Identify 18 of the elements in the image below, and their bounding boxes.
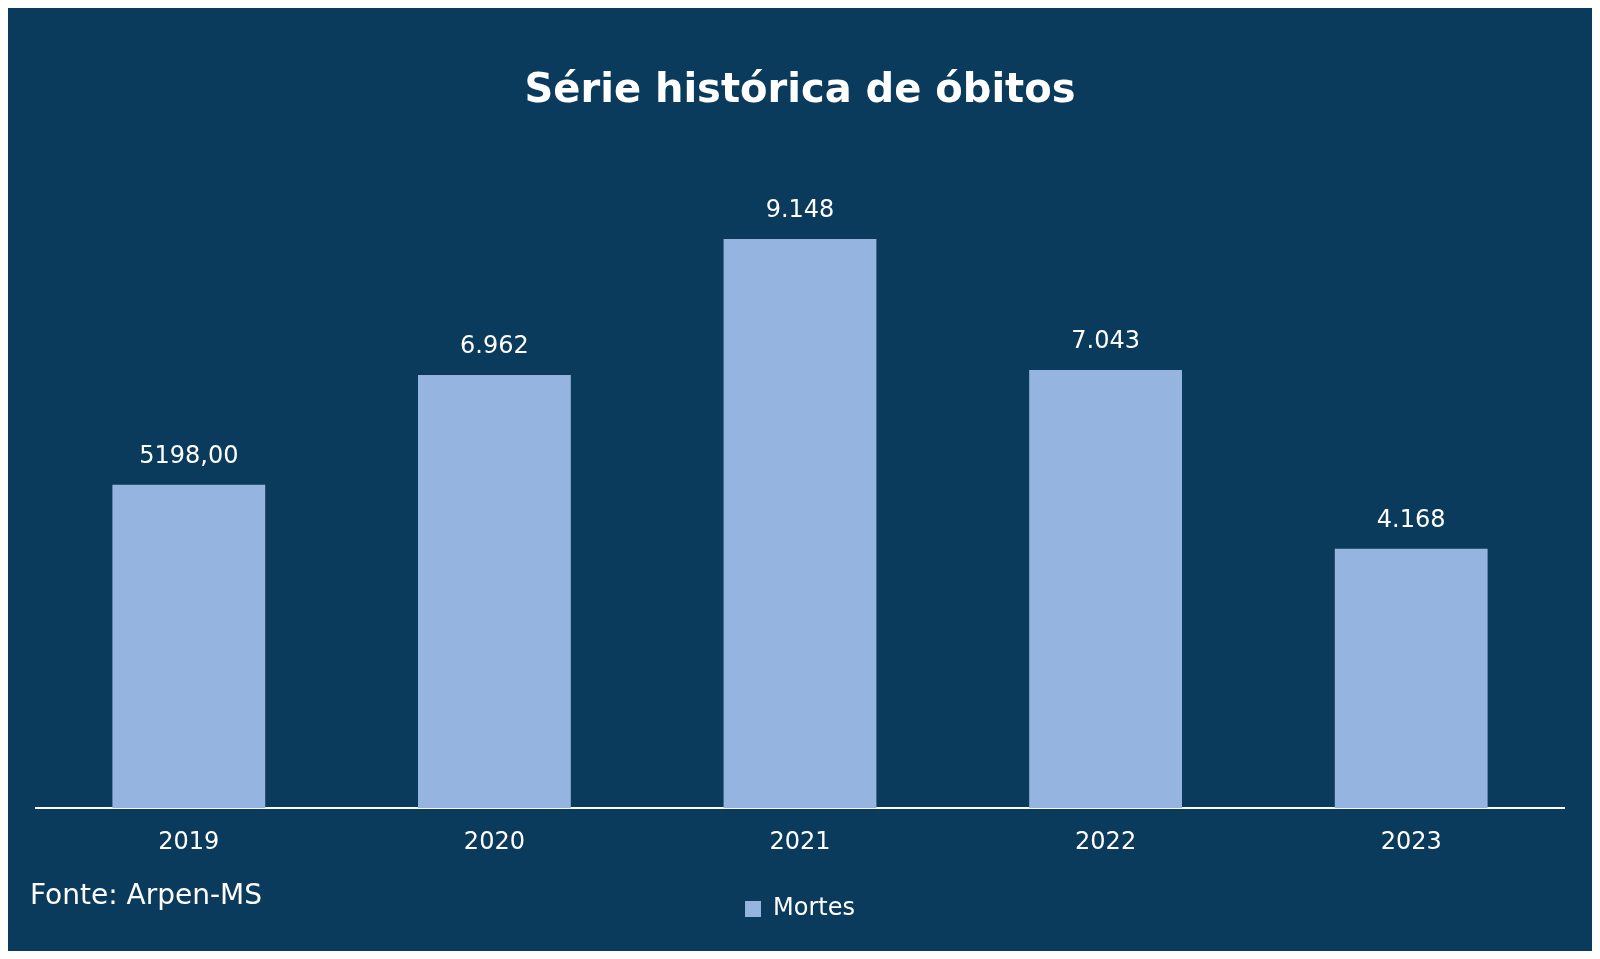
data-label: 4.168 bbox=[1376, 505, 1446, 534]
data-label: 5198,00 bbox=[139, 441, 239, 470]
data-label: 7.043 bbox=[1071, 326, 1140, 355]
x-tick-label: 2023 bbox=[1380, 826, 1442, 855]
data-label: 6.962 bbox=[460, 331, 529, 360]
bar bbox=[112, 484, 266, 809]
bar bbox=[418, 375, 571, 809]
x-tick-label: 2021 bbox=[769, 826, 831, 855]
x-tick-label: 2022 bbox=[1075, 826, 1137, 855]
source-note: Fonte: Arpen-MS bbox=[30, 878, 262, 912]
legend-label: Mortes bbox=[773, 893, 855, 922]
data-label: 9.148 bbox=[765, 195, 835, 224]
bar bbox=[723, 239, 877, 809]
x-tick-label: 2020 bbox=[463, 826, 525, 855]
x-tick-label: 2019 bbox=[158, 826, 220, 855]
bar bbox=[1029, 369, 1182, 809]
chart-title: Série histórica de óbitos bbox=[524, 65, 1076, 112]
bar bbox=[1334, 548, 1488, 809]
